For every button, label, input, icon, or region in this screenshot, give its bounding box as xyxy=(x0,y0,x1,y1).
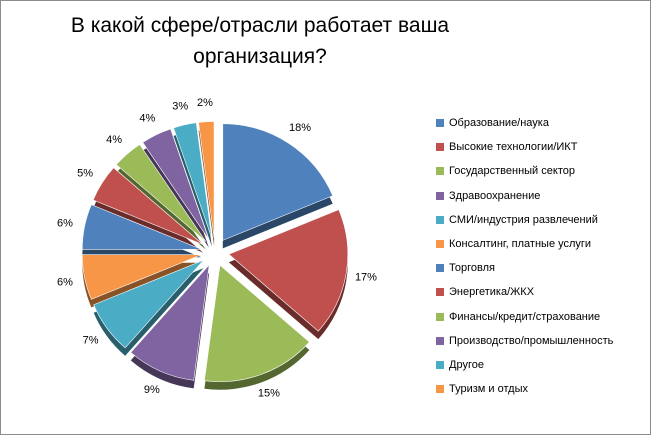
legend-label: Производство/промышленность xyxy=(449,334,614,347)
legend-item-8: Энергетика/ЖКХ xyxy=(436,280,648,304)
pie-slice-10 xyxy=(142,128,210,240)
pie-data-label-9: 4% xyxy=(106,134,122,146)
pie-slice-4 xyxy=(130,263,210,381)
legend: Образование/наука Высокие технологии/ИКТ Г… xyxy=(436,111,648,401)
pie-data-label-5: 7% xyxy=(83,334,99,346)
legend-label: Консалтинг, платные услуги xyxy=(449,238,592,251)
legend-item-12: Туризм и отдых xyxy=(436,377,648,401)
pie-slice-11 xyxy=(173,122,213,239)
legend-label: Здравоохранение xyxy=(449,189,541,202)
legend-item-5: СМИ/индустрия развлечений xyxy=(436,208,648,232)
legend-swatch xyxy=(436,264,444,273)
pie-data-label-11: 3% xyxy=(172,101,188,113)
legend-swatch xyxy=(436,385,444,394)
pie-slice-3 xyxy=(204,264,310,382)
pie-slice-side-11 xyxy=(173,130,212,247)
pie-slice-7 xyxy=(81,204,202,250)
pie-data-label-12: 2% xyxy=(197,97,213,109)
legend-swatch xyxy=(436,336,444,345)
pie-data-label-7: 6% xyxy=(57,218,73,230)
legend-swatch xyxy=(436,312,444,321)
legend-swatch xyxy=(436,215,444,224)
pie-slice-9 xyxy=(115,144,207,242)
legend-swatch xyxy=(436,143,444,152)
legend-label: Образование/наука xyxy=(449,117,549,130)
legend-label: СМИ/индустрия развлечений xyxy=(449,213,598,226)
legend-swatch xyxy=(436,119,444,128)
legend-swatch xyxy=(436,240,444,249)
legend-item-9: Финансы/кредит/страхование xyxy=(436,305,648,329)
pie-slice-6 xyxy=(81,254,202,300)
legend-label: Другое xyxy=(449,358,484,371)
legend-label: Туризм и отдых xyxy=(449,383,528,396)
pie-slice-8 xyxy=(92,167,204,245)
legend-label: Торговля xyxy=(449,262,495,275)
legend-label: Государственный сектор xyxy=(449,165,575,178)
pie-data-label-10: 4% xyxy=(139,112,155,124)
pie-data-label-6: 6% xyxy=(57,276,73,288)
pie-slice-5 xyxy=(93,259,204,349)
pie-data-label-8: 5% xyxy=(77,168,93,180)
pie-data-label-1: 18% xyxy=(289,122,311,134)
chart-title-line-1: В какой сфере/отрасли работает ваша xyxy=(70,14,450,37)
legend-swatch xyxy=(436,360,444,369)
legend-swatch xyxy=(436,288,444,297)
legend-item-7: Торговля xyxy=(436,256,648,280)
chart-title: В какой сфере/отрасли работает ваша орга… xyxy=(40,10,480,72)
legend-item-11: Другое xyxy=(436,353,648,377)
legend-item-4: Здравоохранение xyxy=(436,184,648,208)
legend-item-2: Высокие технологии/ИКТ xyxy=(436,135,648,159)
pie-slice-12 xyxy=(198,121,215,239)
chart-title-line-2: организация? xyxy=(193,45,327,68)
pie-slice-2 xyxy=(228,209,349,332)
legend-swatch xyxy=(436,167,444,176)
pie-data-label-3: 15% xyxy=(258,388,280,400)
legend-label: Высокие технологии/ИКТ xyxy=(449,141,578,154)
legend-item-1: Образование/наука xyxy=(436,111,648,135)
legend-item-10: Производство/промышленность xyxy=(436,329,648,353)
legend-label: Энергетика/ЖКХ xyxy=(449,286,535,299)
legend-item-3: Государственный сектор xyxy=(436,159,648,183)
pie-data-label-4: 9% xyxy=(144,384,160,396)
legend-item-6: Консалтинг, платные услуги xyxy=(436,232,648,256)
pie-data-label-2: 17% xyxy=(355,271,377,283)
legend-label: Финансы/кредит/страхование xyxy=(449,310,601,323)
pie-slice-1 xyxy=(222,123,334,241)
legend-swatch xyxy=(436,191,444,200)
